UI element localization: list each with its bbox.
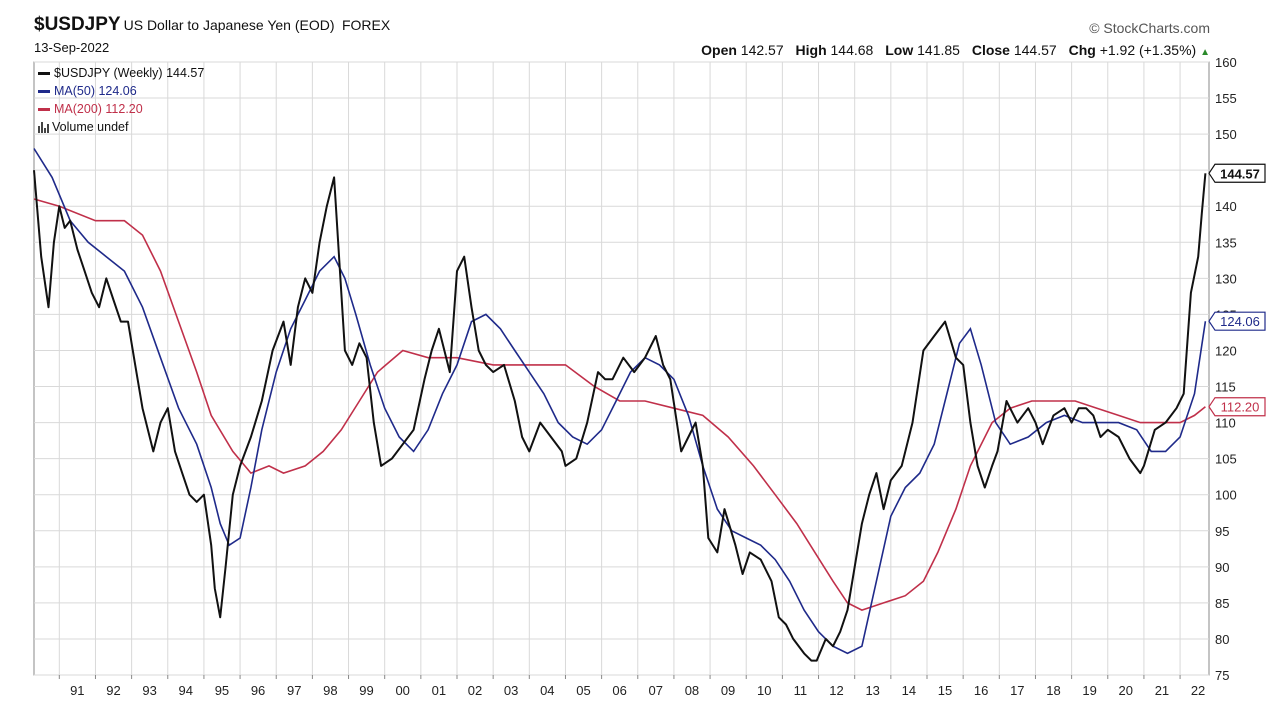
y-tick-label: 85 [1215,596,1229,611]
x-tick-label: 03 [504,683,518,698]
close-value: 144.57 [1013,42,1057,58]
legend-volume: Volume undef [38,118,204,136]
x-tick-label: 95 [215,683,229,698]
x-tick-label: 14 [902,683,916,698]
last-label-box [1208,397,1266,417]
chg-label: Chg [1068,42,1096,58]
open-label: Open [701,42,737,58]
legend: $USDJPY (Weekly) 144.57 MA(50) 124.06 MA… [38,64,204,136]
x-tick-label: 06 [612,683,626,698]
y-tick-label: 75 [1215,668,1229,683]
x-tick-label: 20 [1119,683,1133,698]
price-line [33,170,1207,662]
x-tick-label: 00 [395,683,409,698]
x-tick-label: 07 [649,683,663,698]
y-tick-label: 135 [1215,235,1237,250]
x-tick-label: 93 [142,683,156,698]
legend-ma50: MA(50) 124.06 [38,82,204,100]
last-label-text: 144.57 [1220,166,1260,181]
last-label-text: 112.20 [1221,400,1260,415]
legend-volume-label: Volume undef [52,120,129,134]
last-label-ma200: 112.20 [1208,397,1266,417]
x-tick-label: 22 [1191,683,1205,698]
x-tick-label: 12 [829,683,843,698]
last-label-box [1208,311,1266,331]
last-label-text: 124.06 [1220,314,1260,329]
chg-value: +1.92 (+1.35%) [1099,42,1197,58]
low-value: 141.85 [917,42,960,58]
brand-logo[interactable]: © StockCharts.com [1089,20,1210,36]
legend-price-swatch [38,71,50,75]
legend-ma200-label: MA(200) 112.20 [54,102,143,116]
x-tick-label: 16 [974,683,988,698]
x-tick-label: 17 [1010,683,1024,698]
legend-ma50-label: MA(50) 124.06 [54,84,137,98]
chart-date: 13-Sep-2022 [34,40,110,55]
x-tick-label: 15 [938,683,952,698]
x-tick-label: 98 [323,683,337,698]
x-tick-label: 08 [685,683,699,698]
y-tick-label: 80 [1215,632,1229,647]
legend-ma200-swatch [38,107,50,111]
x-tick-label: 18 [1046,683,1060,698]
x-tick-label: 97 [287,683,301,698]
y-tick-label: 130 [1215,271,1237,286]
y-tick-label: 110 [1215,416,1236,431]
y-axis: 7580859095100105110115120125130135140145… [1215,55,1237,683]
x-tick-label: 02 [468,683,482,698]
x-tick-label: 96 [251,683,265,698]
y-tick-label: 155 [1215,91,1237,106]
symbol: $USDJPY [34,14,121,35]
legend-price: $USDJPY (Weekly) 144.57 [38,64,204,82]
y-tick-label: 95 [1215,524,1229,539]
x-tick-label: 99 [359,683,373,698]
x-tick-label: 01 [432,683,446,698]
y-tick-label: 150 [1215,127,1237,142]
y-tick-label: 105 [1215,452,1237,467]
y-tick-label: 120 [1215,343,1237,358]
last-value-labels: 144.57 124.06 112.20 [1208,163,1266,417]
y-tick-label: 140 [1215,199,1237,214]
x-axis: 91 92 93 94 95 96 97 98 99 00 01 02 03 04 05 06 07 08 09 10… [58,675,1205,698]
plot-area [33,61,1210,676]
close-label: Close [971,42,1010,58]
x-tick-label: 09 [721,683,735,698]
y-tick-label: 115 [1215,380,1236,395]
low-label: Low [885,42,914,58]
up-arrow-icon: ▲ [1200,47,1210,58]
y-tick-label: 100 [1215,488,1237,503]
chart-header: $USDJPY US Dollar to Japanese Yen (EOD) F… [34,14,390,36]
x-tick-label: 11 [794,683,808,698]
grid [34,61,1209,676]
legend-ma200: MA(200) 112.20 [38,100,204,118]
x-tick-label: 10 [757,683,771,698]
open-value: 142.57 [740,42,784,58]
y-tick-label: 90 [1215,560,1229,575]
x-tick-label: 21 [1155,683,1169,698]
last-label-ma50: 124.06 [1208,311,1266,331]
last-label-box [1208,163,1266,183]
exchange: FOREX [341,17,391,33]
symbol-description: US Dollar to Japanese Yen (EOD) [123,17,335,33]
x-tick-label: 05 [576,683,590,698]
ma50-line [33,148,1207,655]
last-label-price: 144.57 [1208,163,1266,183]
x-tick-label: 19 [1082,683,1096,698]
high-value: 144.68 [830,42,874,58]
x-tick-label: 94 [179,683,193,698]
volume-bars-icon [38,121,50,133]
x-tick-label: 13 [865,683,879,698]
high-label: High [795,42,827,58]
legend-price-label: $USDJPY (Weekly) 144.57 [54,66,205,80]
quote-bar: Open 142.57 High 144.68 Low 141.85 Close… [701,42,1210,58]
x-tick-label: 04 [540,683,554,698]
legend-ma50-swatch [38,89,50,93]
x-tick-label: 91 [70,683,84,698]
y-tick-label: 160 [1215,55,1237,70]
x-tick-label: 92 [106,683,120,698]
